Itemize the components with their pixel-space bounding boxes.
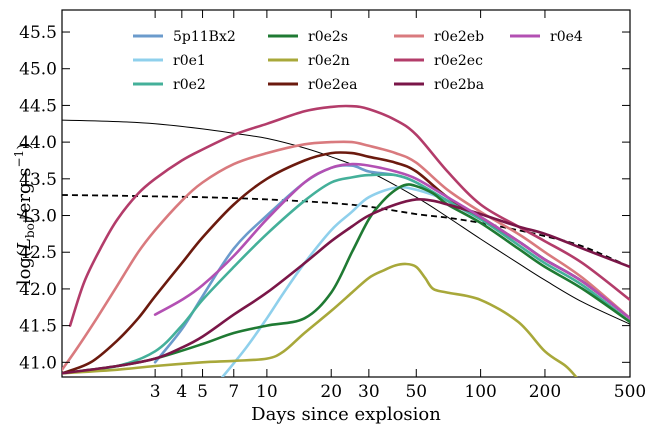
y-axis-label-suffix: ) [14,143,35,150]
reference-line-dashed [62,194,630,268]
legend-label-r0e2ec: r0e2ec [434,53,483,69]
y-axis-label-exponent: −1 [12,150,26,168]
series-line-r0e2s [62,183,630,375]
y-axis-label-unit: /erg s [14,168,35,220]
series-line-r0e2ba [62,197,630,375]
y-tick-label: 44.0 [19,133,57,153]
y-tick-label: 45.0 [19,60,57,80]
reference-line-solid [62,119,630,325]
x-axis-label: Days since explosion [251,404,441,425]
series-group [62,104,630,377]
series-line-r0e2 [62,173,630,375]
legend: 5p11Bx2 r0e1 r0e2 r0e2s r0e2n r0e2ea r0e2eb r0e… [133,29,583,93]
plot-frame-group [61,9,631,378]
x-tick-label: 3 [150,382,161,402]
y-tick-label: 45.5 [19,23,57,43]
legend-label-r0e2ba: r0e2ba [434,77,484,93]
x-tick-label: 50 [405,382,427,402]
x-tick-label: 10 [256,382,278,402]
x-tick-label: 100 [464,382,496,402]
x-tick-label: 5 [197,382,208,402]
x-tick-label: 7 [228,382,239,402]
y-axis-label-symbol: L [14,238,35,251]
y-tick-label: 41.0 [19,353,57,373]
axis-group: 3 4 5 7 10 20 30 50 100 200 500 41.0 41.5 42.0 42.5 43.… [19,10,646,402]
legend-label-r0e1: r0e1 [173,53,206,69]
y-tick-label: 44.5 [19,96,57,116]
series-line-r0e2eb [62,140,630,371]
x-tick-label: 500 [614,382,646,402]
plot-frame [61,9,631,378]
y-tick-label: 41.5 [19,317,57,337]
legend-label-r0e2eb: r0e2eb [434,29,484,45]
x-tick-label: 30 [358,382,380,402]
y-axis-label: log(Lbol/erg s−1) [12,143,37,285]
legend-label-r0e2: r0e2 [173,77,206,93]
y-tick-label: 42.5 [19,243,57,263]
legend-label-r0e4: r0e4 [550,29,583,45]
legend-label-r0e2n: r0e2n [308,53,350,69]
y-tick-label: 43.5 [19,170,57,190]
legend-label-5p11Bx2: 5p11Bx2 [173,29,236,45]
series-line-r0e2ec [68,104,630,327]
legend-label-r0e2ea: r0e2ea [308,77,357,93]
x-tick-label: 200 [529,382,561,402]
series-line-r0e2n [62,262,578,377]
y-axis-label-subscript: bol [23,219,37,238]
x-tick-label: 4 [176,382,187,402]
y-axis-label-prefix: log( [14,250,35,285]
legend-label-r0e2s: r0e2s [308,29,348,45]
y-tick-label: 43.0 [19,207,57,227]
series-line-r0e4 [153,162,630,320]
y-tick-label: 42.0 [19,280,57,300]
x-tick-label: 20 [320,382,342,402]
